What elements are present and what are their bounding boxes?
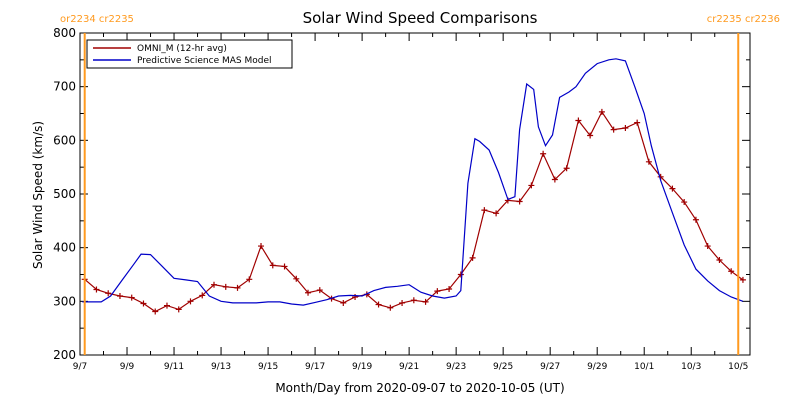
plot-area: 200 300 400 500 600 700 800 9/7 9/9 9/11 9/13 9/15 9… <box>53 14 780 372</box>
data-point-marker <box>199 292 206 299</box>
legend-entry-label: OMNI_M (12-hr avg) <box>137 44 227 54</box>
data-point-marker <box>434 288 441 295</box>
data-point-marker <box>587 132 594 139</box>
data-point-marker <box>493 210 500 217</box>
data-point-marker <box>140 300 147 307</box>
data-point-marker <box>293 275 300 282</box>
x-tick-label: 9/15 <box>258 362 278 372</box>
data-point-marker <box>399 299 406 306</box>
y-tick-label: 500 <box>53 187 76 201</box>
data-point-marker <box>516 198 523 205</box>
data-point-marker <box>481 207 488 214</box>
data-point-marker <box>222 283 229 290</box>
y-tick-label: 200 <box>53 348 76 362</box>
legend-box <box>86 39 293 69</box>
data-point-marker <box>692 216 699 223</box>
data-point-marker <box>469 254 476 261</box>
x-tick-label: 9/19 <box>352 362 372 372</box>
data-point-marker <box>575 117 582 124</box>
data-point-marker <box>598 108 605 115</box>
x-tick-label: 9/27 <box>540 362 560 372</box>
data-point-marker <box>457 271 464 278</box>
data-point-marker <box>446 285 453 292</box>
x-tick-label: 9/21 <box>399 362 419 372</box>
data-point-marker <box>669 185 676 192</box>
data-point-marker <box>187 298 194 305</box>
data-point-marker <box>634 119 641 126</box>
carrington-marker-label: cr2235 cr2236 <box>707 14 780 25</box>
data-point-marker <box>105 290 112 297</box>
data-point-marker <box>269 262 276 269</box>
legend-entry-label: Predictive Science MAS Model <box>137 56 272 66</box>
series-line-mas-model <box>82 58 744 306</box>
data-point-marker <box>305 289 312 296</box>
y-axis-label: Solar Wind Speed (km/s) <box>31 121 45 269</box>
data-point-marker <box>246 276 253 283</box>
y-tick-label: 700 <box>53 80 76 94</box>
data-point-marker <box>340 299 347 306</box>
data-point-marker <box>645 158 652 165</box>
data-point-marker <box>622 124 629 131</box>
data-point-marker <box>163 302 170 309</box>
data-point-marker <box>739 276 746 283</box>
data-point-marker <box>563 165 570 172</box>
data-point-marker <box>716 257 723 264</box>
x-tick-label: 9/23 <box>446 362 466 372</box>
data-point-marker <box>116 292 123 299</box>
data-point-marker <box>551 176 558 183</box>
data-point-marker <box>93 286 100 293</box>
chart-title: Solar Wind Speed Comparisons <box>303 9 538 27</box>
x-tick-label: 10/1 <box>634 362 654 372</box>
y-tick-label: 400 <box>53 241 76 255</box>
x-tick-label: 10/3 <box>681 362 701 372</box>
data-point-marker <box>681 199 688 206</box>
data-point-marker <box>704 243 711 250</box>
x-tick-label: 9/7 <box>73 362 87 372</box>
y-tick-label: 300 <box>53 294 76 308</box>
y-tick-label: 600 <box>53 133 76 147</box>
y-tick-label: 800 <box>53 26 76 40</box>
data-point-marker <box>387 304 394 311</box>
data-point-marker <box>422 298 429 305</box>
data-point-marker <box>610 126 617 133</box>
x-tick-label: 9/29 <box>587 362 607 372</box>
x-tick-label: 9/17 <box>305 362 325 372</box>
data-point-marker <box>540 150 547 157</box>
data-point-marker <box>728 268 735 275</box>
data-point-marker <box>528 182 535 189</box>
data-point-marker <box>316 287 323 294</box>
data-point-marker <box>128 294 135 301</box>
data-point-marker <box>281 263 288 270</box>
x-tick-label: 9/11 <box>164 362 184 372</box>
x-tick-label: 9/25 <box>493 362 513 372</box>
data-point-marker <box>211 281 217 288</box>
data-point-marker <box>258 243 265 250</box>
data-point-marker <box>410 297 417 304</box>
data-point-marker <box>234 284 241 291</box>
x-tick-label: 9/13 <box>211 362 231 372</box>
x-tick-label: 9/9 <box>120 362 135 372</box>
data-point-marker <box>152 308 159 315</box>
x-tick-label: 10/5 <box>728 362 748 372</box>
x-axis-label: Month/Day from 2020-09-07 to 2020-10-05 … <box>275 381 564 395</box>
data-point-marker <box>375 301 382 308</box>
carrington-marker-label: or2234 cr2235 <box>60 14 134 25</box>
data-point-marker <box>175 306 182 313</box>
